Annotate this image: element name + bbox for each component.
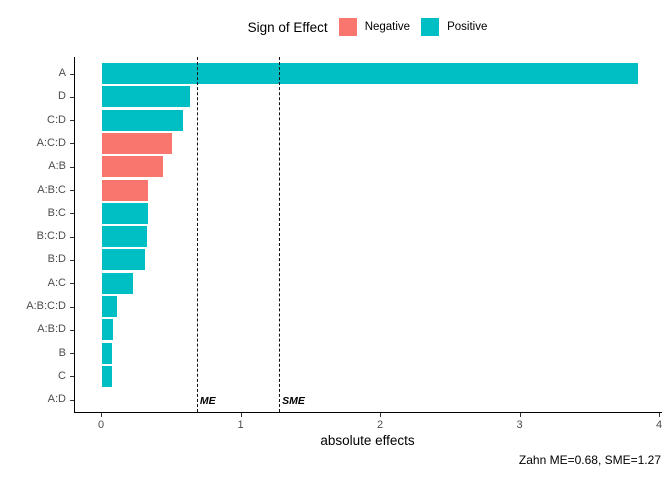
bar-d: [102, 86, 190, 108]
y-axis-label-a-d: A:D: [47, 393, 66, 406]
bar-c: [102, 365, 112, 387]
legend: Sign of Effect Negative Positive: [74, 13, 661, 41]
y-tick: [70, 236, 74, 238]
negative-swatch-icon: [338, 18, 357, 36]
x-tick-label: 4: [655, 419, 663, 431]
y-axis-label-c-d: C:D: [47, 113, 66, 126]
bar-b-c-d: [102, 226, 147, 248]
bar-b-c: [102, 202, 149, 224]
y-tick: [70, 143, 74, 145]
y-tick: [70, 399, 74, 401]
caption: Zahn ME=0.68, SME=1.27: [518, 453, 661, 467]
legend-title: Sign of Effect: [247, 19, 328, 35]
y-axis-label-a-c: A:C: [47, 276, 66, 289]
x-tick: [519, 413, 521, 417]
y-axis-label-d: D: [58, 90, 66, 103]
y-tick: [70, 213, 74, 215]
x-tick-label: 0: [97, 419, 105, 431]
y-axis-label-a-b-d: A:B:D: [37, 323, 66, 336]
y-tick: [70, 96, 74, 98]
bar-a-c: [102, 272, 133, 294]
legend-item-negative: Negative: [338, 18, 411, 36]
bar-a-b-c-d: [102, 296, 118, 317]
bar-c-d: [102, 109, 183, 131]
x-tick: [240, 413, 242, 417]
legend-label-negative: Negative: [364, 21, 411, 33]
x-tick: [101, 413, 102, 417]
bar-b-d: [102, 249, 146, 271]
reference-line-me: [196, 57, 198, 412]
plot-panel: ME SME: [74, 57, 662, 413]
y-axis-label-c: C: [58, 369, 66, 382]
y-tick: [70, 306, 74, 308]
x-axis-title: absolute effects: [320, 433, 415, 448]
y-axis-label-b: B: [58, 346, 66, 359]
x-tick-label: 2: [376, 419, 384, 431]
y-axis-label-a: A: [58, 67, 66, 79]
positive-swatch-icon: [421, 18, 440, 36]
y-tick: [70, 120, 74, 122]
reference-line-label-sme: SME: [282, 395, 305, 407]
y-axis-label-a-c-d: A:C:D: [36, 136, 66, 149]
legend-label-positive: Positive: [447, 21, 488, 33]
y-tick: [70, 329, 74, 331]
y-tick: [70, 353, 74, 355]
reference-line-label-me: ME: [199, 395, 216, 407]
reference-line-sme: [279, 57, 281, 412]
y-axis-label-b-d: B:D: [47, 253, 66, 266]
y-tick: [70, 190, 74, 191]
x-tick-label: 3: [516, 419, 523, 431]
x-tick: [659, 413, 660, 417]
y-axis-label-a-b-c-d: A:B:C:D: [26, 300, 66, 312]
bar-a-b-d: [102, 319, 114, 341]
y-axis-label-b-c: B:C: [47, 206, 66, 219]
y-tick: [70, 259, 74, 261]
y-axis-label-b-c-d: B:C:D: [36, 230, 66, 243]
y-tick: [70, 376, 74, 378]
x-tick-label: 1: [237, 419, 244, 431]
x-tick: [380, 413, 381, 417]
bar-a: [102, 63, 638, 84]
bar-b: [102, 342, 112, 364]
legend-item-positive: Positive: [421, 18, 487, 36]
y-tick: [70, 166, 74, 168]
bar-a-b-c: [102, 179, 149, 201]
y-tick: [70, 73, 74, 75]
y-axis-label-a-b-c: A:B:C: [37, 183, 66, 196]
y-axis-label-a-b: A:B: [48, 160, 66, 173]
y-tick: [70, 283, 74, 285]
bar-a-b: [102, 156, 164, 178]
bar-a-c-d: [102, 132, 172, 154]
